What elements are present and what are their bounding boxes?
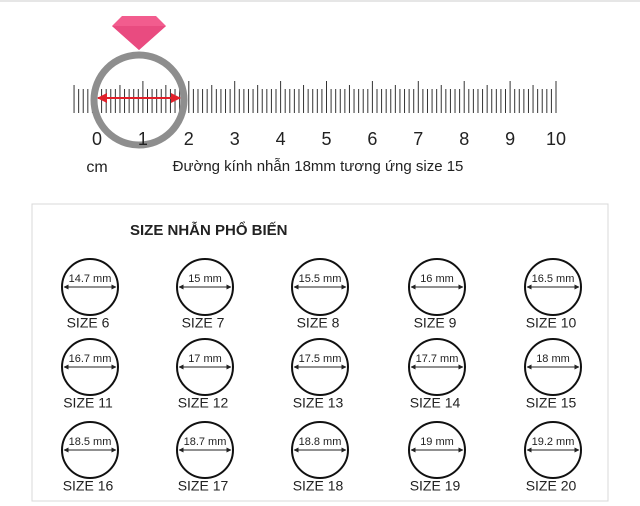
ruler-label: 0 — [92, 129, 102, 149]
ring-diameter-label: 18.8 mm — [299, 436, 342, 448]
ring — [408, 258, 466, 316]
ring-outline — [90, 51, 188, 149]
ring-diameter-label: 15 mm — [188, 273, 222, 285]
ring-diameter-label: 17 mm — [188, 353, 222, 365]
ring-size-label: SIZE 6 — [67, 315, 110, 331]
ring-gem-lower — [112, 26, 166, 50]
ring-diameter-label: 17.5 mm — [299, 353, 342, 365]
ruler-label: 3 — [230, 129, 240, 149]
ruler-label: 9 — [505, 129, 515, 149]
ring-diameter-label: 19 mm — [420, 436, 454, 448]
ring — [291, 421, 349, 479]
ring-diameter-label: 15.5 mm — [299, 273, 342, 285]
ring — [176, 258, 234, 316]
ring-diameter-label: 17.7 mm — [416, 353, 459, 365]
ring — [291, 338, 349, 396]
ring — [61, 338, 119, 396]
ring-size-label: SIZE 11 — [63, 395, 113, 411]
ring-diameter-label: 18.5 mm — [69, 436, 112, 448]
ring — [524, 338, 582, 396]
ring — [408, 338, 466, 396]
ring — [291, 258, 349, 316]
ring-size-label: SIZE 14 — [410, 395, 461, 411]
ring-diameter-label: 14.7 mm — [69, 273, 112, 285]
ring-size-label: SIZE 9 — [414, 315, 457, 331]
ring-size-label: SIZE 12 — [178, 395, 229, 411]
ring-size-label: SIZE 8 — [297, 315, 340, 331]
ring-size-label: SIZE 18 — [293, 478, 344, 494]
ring-size-label: SIZE 16 — [63, 478, 114, 494]
ring-diameter-label: 16.5 mm — [532, 273, 575, 285]
ring-diameter-label: 16 mm — [420, 273, 454, 285]
ring-size-label: SIZE 13 — [293, 395, 344, 411]
ring-size-label: SIZE 15 — [526, 395, 577, 411]
ring-diameter-label: 18 mm — [536, 353, 570, 365]
caption: Đường kính nhẫn 18mm tương ứng size 15 — [173, 158, 464, 175]
ruler-label: 8 — [459, 129, 469, 149]
ring — [408, 421, 466, 479]
ring — [176, 338, 234, 396]
ruler-label: 7 — [413, 129, 423, 149]
ring — [524, 258, 582, 316]
ruler-label: 6 — [367, 129, 377, 149]
ring-size-label: SIZE 19 — [410, 478, 461, 494]
ruler-label: 10 — [546, 129, 566, 149]
ruler-label: 2 — [184, 129, 194, 149]
ring — [176, 421, 234, 479]
ring — [61, 258, 119, 316]
ruler-label: 1 — [138, 129, 148, 149]
ring-diameter-label: 18.7 mm — [184, 436, 227, 448]
unit-label: cm — [86, 159, 107, 176]
ring-diameter-label: 19.2 mm — [532, 436, 575, 448]
ruler-label: 5 — [321, 129, 331, 149]
ring-size-label: SIZE 17 — [178, 478, 229, 494]
ring — [61, 421, 119, 479]
card-title: SIZE NHẪN PHỔ BIẾN — [130, 221, 288, 239]
ring — [524, 421, 582, 479]
ring-size-label: SIZE 7 — [182, 315, 225, 331]
ring-size-label: SIZE 20 — [526, 478, 577, 494]
ring-diameter-label: 16.7 mm — [69, 353, 112, 365]
ring-size-label: SIZE 10 — [526, 315, 577, 331]
ruler-label: 4 — [276, 129, 286, 149]
